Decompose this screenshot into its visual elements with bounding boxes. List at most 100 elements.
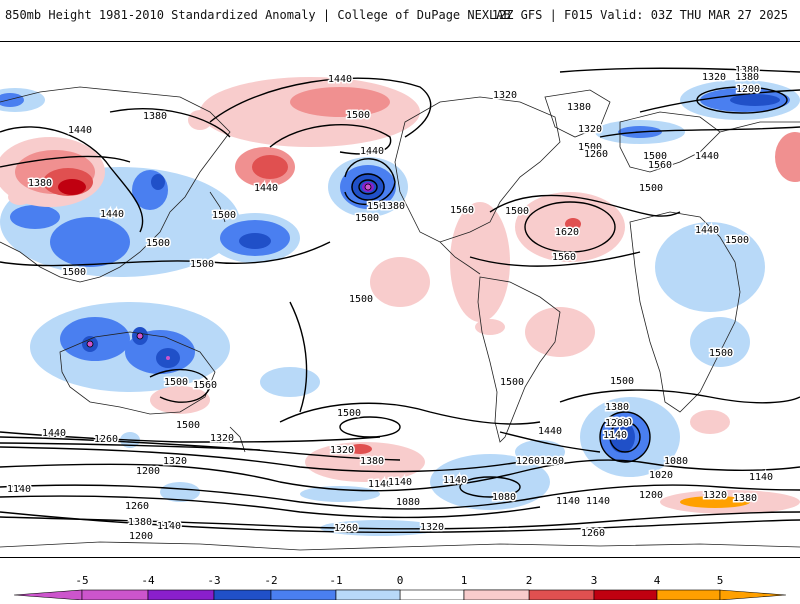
contour-1500-south-indian <box>559 389 800 404</box>
contour-label: 1440 <box>100 209 124 220</box>
contour-1500-ring <box>339 416 401 438</box>
map-title: 850mb Height 1981-2010 Standardized Anom… <box>5 8 511 22</box>
height-contours <box>0 67 800 534</box>
contour-label: 1200 <box>736 84 760 95</box>
contour-label: 1440 <box>254 183 278 194</box>
contour-label: 1560 <box>552 252 576 263</box>
contour-1440-south-2 <box>499 431 601 453</box>
anomaly-blob <box>730 94 780 106</box>
contour-label: 1320 <box>420 522 444 533</box>
colorbar-tick-label: 3 <box>591 574 598 587</box>
contour-1140-south <box>0 484 800 510</box>
colorbar-segment <box>463 589 530 601</box>
colorbar-tick-label: -2 <box>264 574 277 587</box>
contour-label: 1080 <box>396 497 420 508</box>
coastline-asia-east <box>719 121 800 133</box>
colorbar-tick-label: -4 <box>141 574 155 587</box>
contour-label: 1500 <box>349 294 373 305</box>
anomaly-blob <box>348 444 372 454</box>
colorbar-tick-label: 0 <box>397 574 404 587</box>
contour-label: 1500 <box>639 183 663 194</box>
contour-1500-west <box>0 126 144 233</box>
contour-1440-north-pacific <box>209 77 432 138</box>
anomaly-blob <box>430 454 550 510</box>
contour-label: 1500 <box>578 142 602 153</box>
model-run-info: 12Z GFS | F015 Valid: 03Z THU MAR 27 202… <box>491 8 788 22</box>
coastline-greenland <box>544 89 611 138</box>
coastline-africa <box>629 211 741 413</box>
contour-label: 1440 <box>68 125 92 136</box>
contour-label: 1500 <box>346 110 370 121</box>
coastline-antarctica <box>0 541 800 551</box>
anomaly-blob <box>160 482 200 502</box>
contour-label: 1500 <box>212 210 236 221</box>
anomaly-blob <box>151 174 165 190</box>
anomaly-blob <box>655 222 765 312</box>
colorbar-tick-label: 1 <box>461 574 468 587</box>
colorbar-segment <box>335 589 401 601</box>
contour-1560-atlantic <box>469 251 641 267</box>
anomaly-blob <box>290 87 390 117</box>
anomaly-shading <box>0 77 800 536</box>
colorbar-segment <box>213 589 272 601</box>
anomaly-blob <box>58 179 86 195</box>
contour-1320-south <box>0 442 261 451</box>
anomaly-blob <box>150 386 210 414</box>
contour-label: 1440 <box>328 74 352 85</box>
anomaly-blob <box>10 205 60 229</box>
contour-label: 1260 <box>125 501 149 512</box>
contour-label: 1380 <box>143 111 167 122</box>
contour-1500-south-pacific <box>289 301 308 413</box>
contour-label: 1320 <box>578 124 602 135</box>
colorbar-tick-label: -5 <box>75 574 88 587</box>
coastline-europe <box>619 111 721 173</box>
contour-label: 1140 <box>157 521 181 532</box>
contour-label: 1260 <box>540 456 564 467</box>
contour-label: 1500 <box>146 238 170 249</box>
colorbar-segments <box>13 589 787 601</box>
contour-1500-se <box>279 402 541 425</box>
contour-label: 1440 <box>695 225 719 236</box>
colorbar-segment <box>81 589 149 601</box>
contour-label: 1500 <box>709 348 733 359</box>
anomaly-blob <box>8 189 32 205</box>
contour-label: 1500 <box>500 377 524 388</box>
contour-1620-high <box>524 201 616 253</box>
anomaly-blob <box>0 93 24 107</box>
low-center-marker <box>364 183 372 191</box>
anomaly-map: 1440 1500 1320 1380 1320 1380 1200 1380 1440 1380… <box>0 64 800 551</box>
contour-label: 1380 <box>28 178 52 189</box>
contour-label: 1140 <box>368 479 392 490</box>
contour-label: 1380 <box>605 402 629 413</box>
contour-label: 1200 <box>605 418 629 429</box>
anomaly-blob <box>690 317 750 367</box>
contour-label: 1440 <box>360 146 384 157</box>
contour-label: 1260 <box>334 523 358 534</box>
contour-1200-low <box>696 86 788 114</box>
contour-label: 1500 <box>367 201 391 212</box>
contour-1200-south <box>0 459 800 492</box>
contour-label: 1380 <box>567 102 591 113</box>
contour-label: 1500 <box>505 206 529 217</box>
contour-label: 1380 <box>733 493 757 504</box>
contour-label: 1500 <box>62 267 86 278</box>
contour-1500-low-ring <box>344 158 396 206</box>
contour-label: 1500 <box>176 420 200 431</box>
contour-label: 1500 <box>643 151 667 162</box>
contour-1500-midlat <box>0 241 331 267</box>
contour-label: 1440 <box>695 151 719 162</box>
contour-1260-far-south <box>0 511 800 534</box>
contour-label: 1020 <box>649 470 673 481</box>
contour-label: 1260 <box>584 149 608 160</box>
low-center-marker <box>136 332 144 340</box>
contour-label: 1500 <box>725 235 749 246</box>
anomaly-blob <box>690 410 730 434</box>
colorbar-graphic: -5 -4 -3 -2 -1 0 1 2 3 4 5 <box>13 574 787 601</box>
anomaly-blob <box>239 233 271 249</box>
coastline-asia <box>0 86 231 283</box>
colorbar-segment <box>593 589 658 601</box>
contour-label: 1560 <box>450 205 474 216</box>
contour-1500-north-pacific <box>269 123 392 155</box>
contour-1440-south <box>0 431 381 443</box>
contour-label: 1200 <box>129 531 153 542</box>
